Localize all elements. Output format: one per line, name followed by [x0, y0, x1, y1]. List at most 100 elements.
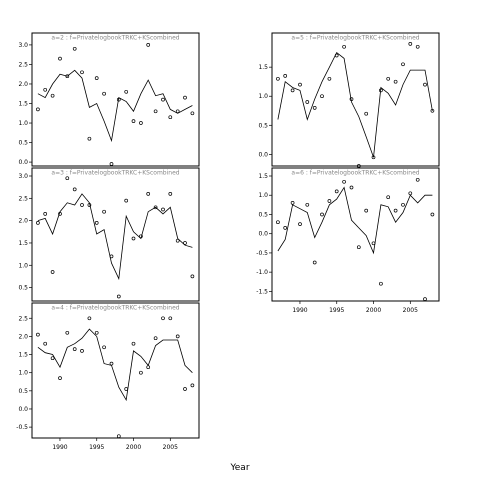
observed-point	[116, 434, 121, 439]
observed-point	[131, 236, 136, 241]
y-tick-label: 1.5	[18, 240, 28, 247]
observed-point	[124, 387, 129, 391]
y-tick-label: 0.5	[18, 285, 28, 292]
observed-point	[109, 254, 114, 259]
fitted-series-line	[277, 186, 433, 255]
observed-point	[312, 260, 317, 265]
observed-point	[334, 189, 339, 194]
panel-frame	[31, 32, 200, 167]
observed-point	[87, 136, 92, 141]
observed-point	[312, 106, 317, 110]
observed-point	[283, 74, 288, 78]
observed-point	[131, 119, 136, 123]
observed-point	[356, 245, 361, 250]
observed-point	[58, 376, 62, 380]
y-tick-label: -0.5	[16, 424, 28, 431]
observed-point	[50, 356, 55, 361]
observed-point	[50, 270, 55, 274]
fitted-series-line	[277, 51, 433, 158]
observed-point	[131, 341, 136, 346]
observed-point	[124, 89, 129, 94]
observed-point	[175, 334, 180, 339]
observed-point	[58, 212, 62, 216]
observed-point	[65, 74, 70, 79]
observed-point	[146, 365, 151, 370]
observed-point	[305, 202, 310, 207]
y-tick-label: 2.0	[18, 218, 28, 225]
observed-point	[102, 91, 106, 96]
observed-point	[408, 42, 413, 46]
observed-point	[423, 297, 427, 301]
observed-point	[168, 316, 173, 321]
y-tick-label: 3.0	[18, 42, 28, 49]
x-tick-label: 2005	[163, 444, 178, 451]
observed-point	[190, 274, 195, 279]
observed-point	[50, 93, 55, 98]
observed-point	[109, 361, 114, 366]
observed-point	[334, 53, 339, 58]
observed-point	[190, 383, 195, 388]
y-tick-label: 0.0	[18, 406, 28, 413]
y-tick-label: 1.0	[18, 262, 28, 269]
observed-point	[43, 212, 48, 216]
observed-point	[102, 345, 106, 350]
observed-point	[379, 281, 383, 286]
observed-point	[87, 316, 92, 321]
y-tick-label: 2.0	[18, 333, 28, 340]
y-tick-label: 0.5	[18, 140, 28, 147]
observed-point	[153, 205, 158, 210]
y-tick-label: 0.5	[18, 388, 28, 395]
y-tick-label: -1.0	[256, 269, 268, 276]
observed-point	[80, 203, 84, 207]
observed-point	[153, 336, 158, 341]
observed-point	[139, 121, 143, 125]
observed-point	[87, 203, 92, 207]
observed-point	[430, 108, 435, 113]
observed-point	[349, 97, 354, 101]
observed-point	[168, 192, 173, 196]
observed-point	[161, 207, 165, 212]
observed-point	[80, 70, 84, 75]
observed-point	[379, 88, 383, 93]
y-tick-label: 1.0	[18, 370, 28, 377]
y-tick-label: 0.0	[258, 151, 268, 158]
panel-strip-label: a=2 : f=PrivatelogbookTRKC+KScombined	[51, 35, 179, 42]
observed-point	[298, 222, 302, 226]
observed-point	[36, 107, 40, 112]
observed-point	[161, 97, 165, 102]
y-tick-label: 0.0	[258, 231, 268, 238]
panel-frame	[271, 167, 440, 302]
observed-point	[327, 76, 332, 81]
observed-point	[80, 349, 84, 353]
observed-point	[65, 330, 70, 335]
y-tick-label: 2.5	[18, 315, 28, 322]
observed-point	[94, 221, 99, 225]
y-tick-label: 1.5	[18, 352, 28, 359]
observed-point	[393, 79, 398, 84]
x-tick-label: 1990	[292, 307, 307, 314]
observed-point	[290, 88, 295, 93]
y-tick-label: 1.5	[258, 173, 268, 180]
x-tick-label: 1990	[52, 444, 67, 451]
y-tick-label: 0.0	[18, 159, 28, 166]
observed-point	[371, 155, 376, 160]
observed-point	[116, 97, 121, 102]
observed-point	[175, 109, 180, 114]
panel-strip-label: a=4 : f=PrivatelogbookTRKC+KScombined	[51, 305, 179, 312]
observed-point	[58, 56, 62, 61]
panel-1: a=2 : f=PrivatelogbookTRKC+KScombined 0.0…	[18, 32, 200, 167]
observed-point	[393, 208, 398, 213]
observed-point	[364, 111, 369, 116]
observed-point	[342, 179, 346, 184]
observed-point	[364, 208, 369, 213]
observed-point	[94, 76, 99, 80]
y-tick-label: 0.5	[258, 211, 268, 218]
observed-point	[276, 76, 280, 81]
fitted-series-line	[37, 328, 193, 402]
panel-3: a=4 : f=PrivatelogbookTRKC+KScombined -0.…	[16, 302, 200, 451]
x-tick-label: 2005	[403, 307, 418, 314]
observed-point	[161, 316, 165, 321]
observed-point	[153, 109, 158, 114]
observed-point	[43, 341, 48, 346]
